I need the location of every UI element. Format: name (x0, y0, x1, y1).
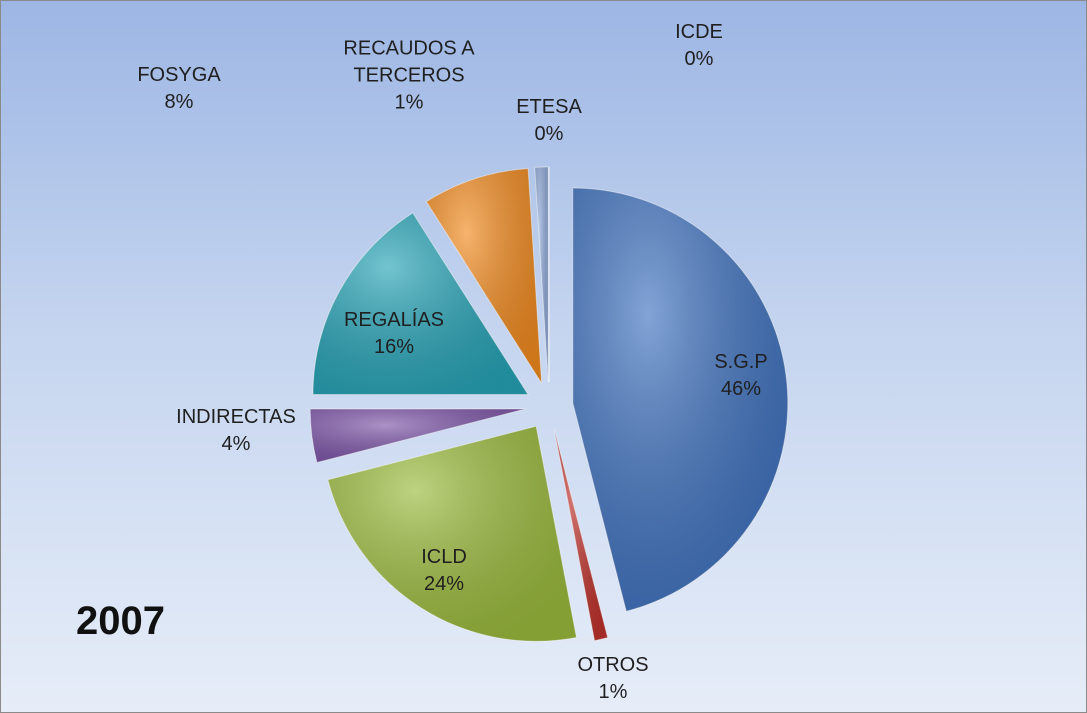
slice-label: ICLD 24% (369, 544, 519, 598)
value-label: 1% (394, 91, 424, 114)
slice-label: OTROS 1% (538, 652, 688, 706)
pie-slice (327, 425, 578, 642)
slice-label: ETESA 0% (474, 94, 624, 148)
category: S.G.P (714, 351, 768, 373)
category: ETESA (516, 96, 582, 118)
value-label: 46% (720, 378, 762, 400)
category: ICLD (421, 546, 467, 568)
category: FOSYGA (137, 64, 221, 86)
value-label: 0% (534, 123, 564, 145)
category: ICDE (675, 21, 723, 43)
slice-label: INDIRECTAS 4% (161, 404, 311, 458)
slice-label: RECAUDOS A TERCEROS 1% (334, 36, 484, 117)
slice-label: FOSYGA 8% (104, 62, 254, 116)
value-label: 16% (373, 336, 415, 358)
value-label: 1% (598, 681, 628, 703)
slice-label: S.G.P 46% (666, 349, 816, 403)
value-label: 4% (221, 433, 251, 455)
category: RECAUDOS A TERCEROS (343, 37, 475, 87)
category: OTROS (577, 654, 649, 676)
slice-label: ICDE 0% (624, 19, 774, 73)
category: INDIRECTAS (176, 406, 296, 428)
value-label: 0% (684, 48, 714, 70)
value-label: 24% (423, 573, 465, 595)
chart-title: 2007 (76, 599, 165, 643)
slice-label: REGALÍAS 16% (319, 307, 469, 361)
value-label: 8% (164, 91, 194, 113)
category: REGALÍAS (343, 309, 445, 331)
